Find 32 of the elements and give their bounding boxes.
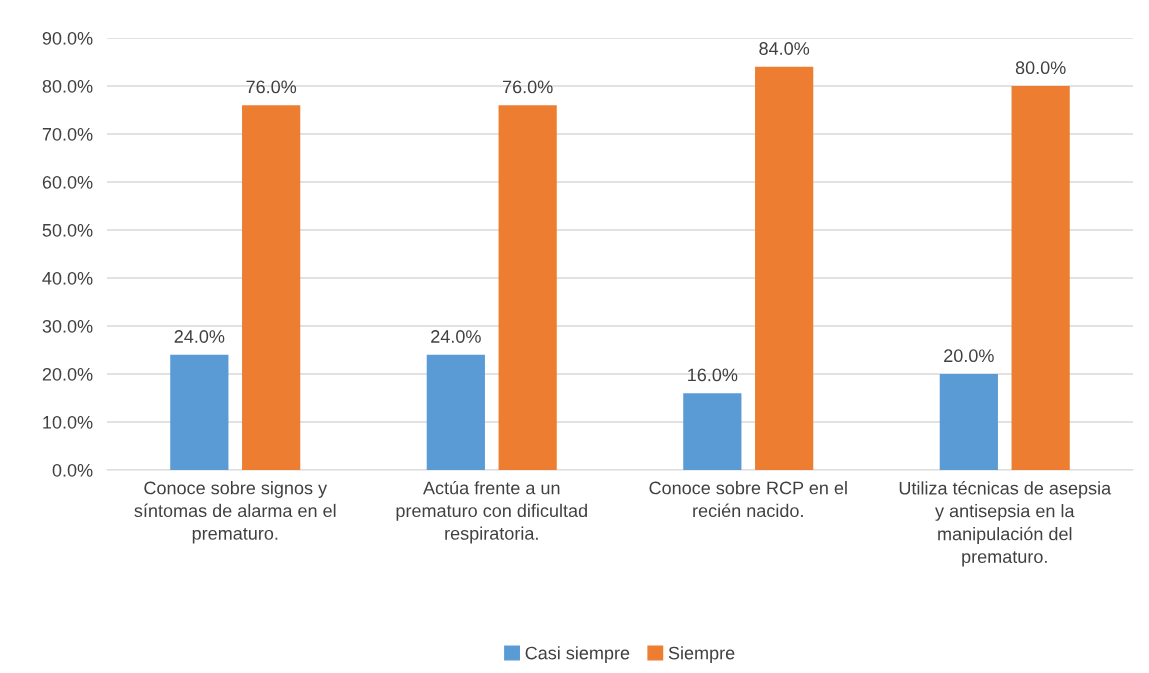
y-tick-label: 80.0% (42, 79, 93, 93)
data-label: 24.0% (174, 330, 225, 343)
data-label: 76.0% (246, 80, 297, 94)
legend-label: Siempre (668, 646, 735, 664)
bar (939, 374, 998, 470)
y-tick-label: 70.0% (42, 127, 93, 141)
x-tick-label: Conoce sobre RCP en el recién nacido. (649, 481, 847, 518)
data-label: 80.0% (1015, 61, 1066, 75)
bar (1011, 86, 1070, 470)
data-label: 84.0% (759, 42, 810, 55)
data-label: 24.0% (431, 330, 481, 343)
y-tick-label: 30.0% (42, 319, 93, 333)
x-tick-label: Utiliza técnicas de asepsia y antisepsia en la manipulación del prematuro. (899, 481, 1112, 567)
bar (755, 66, 814, 470)
y-tick-label: 10.0% (43, 415, 93, 429)
data-label: 20.0% (944, 349, 994, 363)
y-tick-label: 40.0% (42, 271, 93, 285)
y-tick-label: 50.0% (42, 223, 93, 237)
y-tick-label: 90.0% (42, 31, 93, 45)
y-tick-label: 0.0% (52, 463, 93, 477)
y-tick-label: 20.0% (42, 367, 93, 381)
bar (170, 354, 229, 470)
bar (683, 393, 742, 470)
data-label: 76.0% (502, 80, 553, 94)
bar (242, 105, 301, 470)
bar (498, 105, 557, 470)
bar (426, 354, 485, 470)
legend-label: Casi siempre (525, 646, 630, 664)
data-label: 16.0% (688, 368, 738, 382)
x-tick-label: Actúa frente a un prematuro con dificultad respiratoria. (396, 480, 587, 544)
y-tick-label: 60.0% (42, 175, 93, 189)
x-tick-label: Conoce sobre signos y síntomas de alarma en el prematuro. (134, 481, 336, 544)
